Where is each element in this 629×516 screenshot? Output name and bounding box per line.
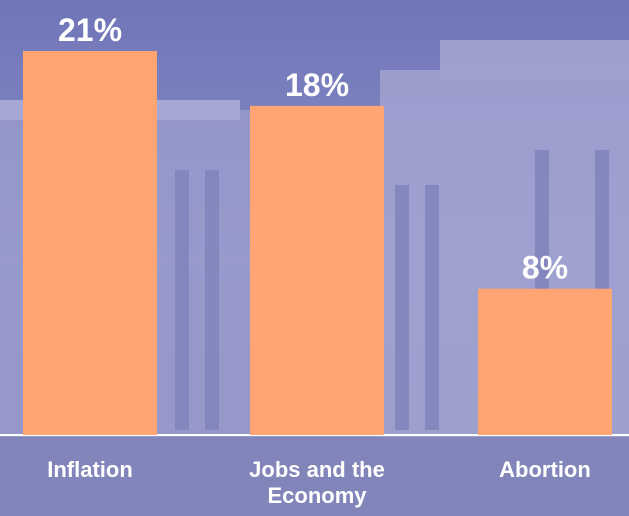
category-label: Abortion	[499, 457, 591, 482]
value-label: 8%	[522, 250, 568, 286]
street	[0, 437, 629, 516]
value-label: 21%	[58, 12, 122, 48]
bar	[250, 105, 384, 435]
category-label: Inflation	[47, 457, 133, 482]
bar	[23, 51, 157, 435]
bar	[478, 288, 612, 435]
category-label: Jobs and the Economy	[249, 457, 385, 508]
value-label: 18%	[285, 67, 349, 103]
